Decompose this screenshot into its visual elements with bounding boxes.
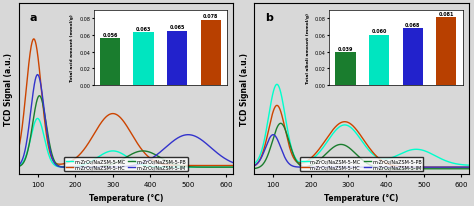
Y-axis label: TCD Signal (a.u.): TCD Signal (a.u.) — [4, 53, 13, 125]
Legend: m-ZrO₂/NaZSM-5-MC, m-ZrO₂/NaZSM-5-HC, m-ZrO₂/NaZSM-5-PB, m-ZrO₂/NaZSM-5-IM: m-ZrO₂/NaZSM-5-MC, m-ZrO₂/NaZSM-5-HC, m-… — [300, 158, 423, 171]
Legend: m-ZrO₂/NaZSM-5-MC, m-ZrO₂/NaZSM-5-HC, m-ZrO₂/NaZSM-5-PB, m-ZrO₂/NaZSM-5-IM: m-ZrO₂/NaZSM-5-MC, m-ZrO₂/NaZSM-5-HC, m-… — [64, 158, 188, 171]
Y-axis label: TCD Signal (a.u.): TCD Signal (a.u.) — [240, 53, 249, 125]
Text: a: a — [29, 13, 37, 23]
X-axis label: Temperature (°C): Temperature (°C) — [89, 193, 163, 202]
X-axis label: Temperature (°C): Temperature (°C) — [324, 193, 399, 202]
Text: b: b — [265, 13, 273, 23]
